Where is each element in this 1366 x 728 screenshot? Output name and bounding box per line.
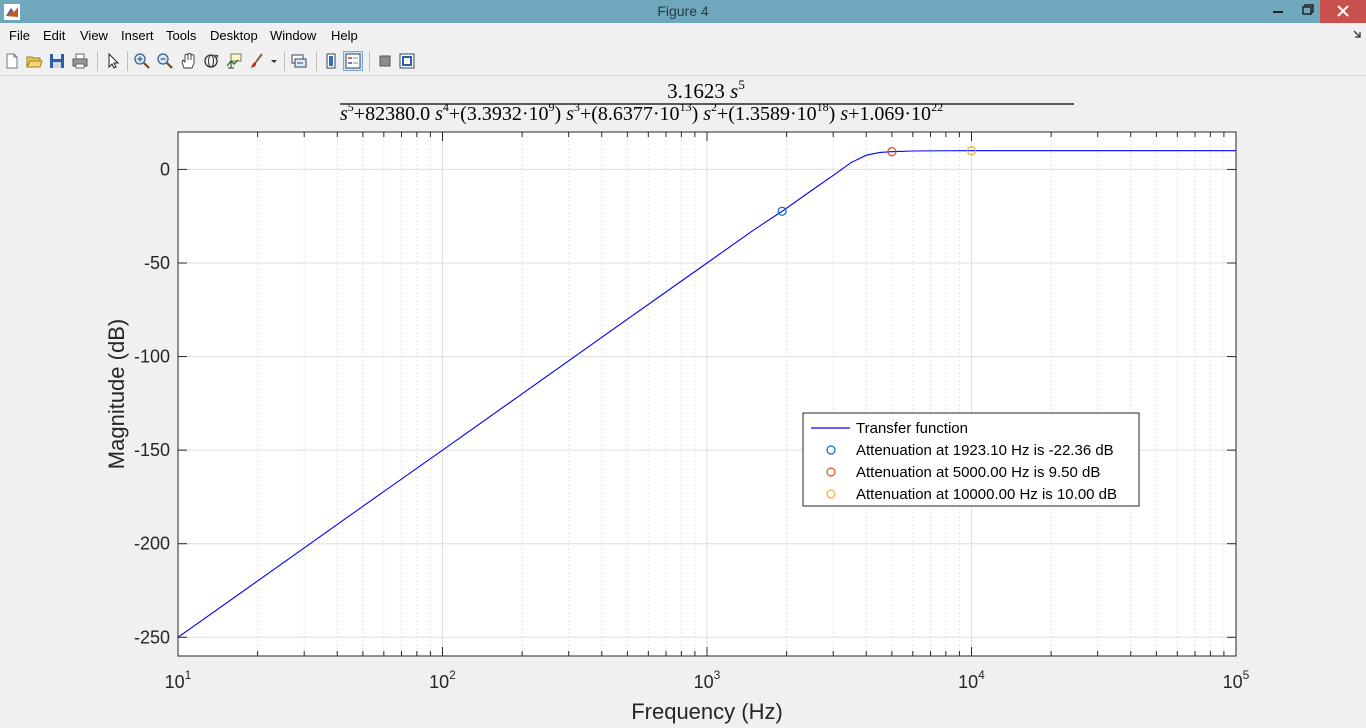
edit-plot-arrow-icon[interactable]: [104, 52, 122, 70]
title-denominator: s5+82380.0 s4+(3.3932·109) s3+(8.6377·10…: [340, 100, 943, 125]
y-axis-label: Magnitude (dB): [104, 319, 129, 469]
y-tick-label: -50: [144, 253, 170, 273]
legend-entry-1923hz: Attenuation at 1923.10 Hz is -22.36 dB: [856, 442, 1114, 459]
figure-canvas: 3.1623 s5 s5+82380.0 s4+(3.3932·109) s3+…: [0, 76, 1366, 728]
series-layer: [177, 146, 1236, 638]
zoom-in-icon[interactable]: [133, 52, 151, 70]
y-tick-label: 0: [160, 159, 170, 179]
title-bar: Figure 4: [0, 0, 1366, 23]
y-tick-label: -250: [134, 627, 170, 647]
legend[interactable]: Transfer function Attenuation at 1923.10…: [802, 412, 1140, 507]
x-tick-label: 102: [429, 668, 456, 692]
marker-1923hz[interactable]: [777, 206, 787, 216]
data-cursor-icon[interactable]: [225, 52, 243, 70]
toolbar-separator: [97, 51, 98, 71]
toolbar-separator: [284, 51, 285, 71]
y-tick-label: -100: [134, 347, 170, 367]
minimize-button[interactable]: [1262, 0, 1294, 23]
toolbar-separator: [316, 51, 317, 71]
print-icon[interactable]: [71, 52, 89, 70]
menu-desktop[interactable]: Desktop: [210, 28, 258, 43]
window-title: Figure 4: [657, 3, 709, 19]
zoom-out-icon[interactable]: [156, 52, 174, 70]
open-file-icon[interactable]: [25, 52, 43, 70]
menu-help[interactable]: Help: [331, 28, 358, 43]
legend-entry-5000hz: Attenuation at 5000.00 Hz is 9.50 dB: [856, 464, 1100, 481]
restore-button[interactable]: [1294, 0, 1320, 23]
marker-10000hz[interactable]: [966, 146, 977, 156]
plot-svg: 3.1623 s5 s5+82380.0 s4+(3.3932·109) s3+…: [104, 77, 1250, 724]
menu-file[interactable]: File: [9, 28, 30, 43]
x-tick-label: 104: [958, 668, 985, 692]
chevron-down-icon[interactable]: [269, 52, 279, 70]
legend-marker-5000hz: [826, 467, 836, 477]
dock-arrow-icon[interactable]: [1351, 28, 1363, 40]
legend-entry-10000hz: Attenuation at 10000.00 Hz is 10.00 dB: [856, 486, 1117, 503]
menu-view[interactable]: View: [80, 28, 108, 43]
x-tick-label: 103: [694, 668, 721, 692]
show-plot-tools-icon[interactable]: [398, 52, 416, 70]
legend-entry-transfer-function: Transfer function: [856, 420, 968, 437]
figure-toolbar: [0, 47, 1366, 76]
menu-edit[interactable]: Edit: [43, 28, 66, 43]
menu-insert[interactable]: Insert: [121, 28, 154, 43]
close-button[interactable]: [1320, 0, 1366, 23]
x-tick-label: 101: [165, 668, 192, 692]
x-tick-label: 105: [1223, 668, 1250, 692]
pan-hand-icon[interactable]: [179, 52, 197, 70]
new-figure-icon[interactable]: [3, 52, 21, 70]
hide-plot-tools-icon[interactable]: [376, 52, 394, 70]
transfer-function-line[interactable]: [177, 150, 1236, 638]
toolbar-separator: [127, 51, 128, 71]
save-icon[interactable]: [48, 52, 66, 70]
menu-window[interactable]: Window: [270, 28, 317, 43]
marker-5000hz[interactable]: [887, 147, 897, 157]
legend-icon[interactable]: [343, 51, 363, 71]
link-plot-icon[interactable]: [290, 52, 308, 70]
toolbar-separator: [369, 51, 370, 71]
menu-bar: File Edit View Insert Tools Desktop Wind…: [0, 23, 1366, 47]
x-axis-label: Frequency (Hz): [631, 699, 783, 724]
plot-title: 3.1623 s5 s5+82380.0 s4+(3.3932·109) s3+…: [340, 77, 1074, 125]
brush-icon[interactable]: [248, 52, 266, 70]
y-tick-label: -200: [134, 534, 170, 554]
matlab-app-icon[interactable]: [4, 4, 20, 20]
y-tick-label: -150: [134, 440, 170, 460]
colorbar-icon[interactable]: [322, 52, 340, 70]
rotate-3d-icon[interactable]: [202, 52, 220, 70]
title-numerator: 3.1623 s5: [667, 77, 745, 103]
tick-labels: 101 102 103 104 105 0 -50 -100 -150 -200 -250: [134, 159, 1250, 692]
legend-marker-1923hz: [826, 445, 836, 455]
menu-tools[interactable]: Tools: [166, 28, 197, 43]
axes-frame: [177, 131, 1237, 657]
legend-box: [802, 412, 1140, 507]
grid: [177, 132, 1237, 656]
legend-marker-10000hz: [826, 489, 836, 499]
